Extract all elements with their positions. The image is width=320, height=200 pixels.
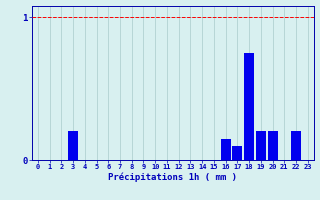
- Bar: [244, 53, 254, 160]
- Bar: [68, 131, 78, 160]
- Bar: [220, 139, 231, 160]
- X-axis label: Précipitations 1h ( mm ): Précipitations 1h ( mm ): [108, 173, 237, 182]
- Bar: [268, 131, 277, 160]
- Bar: [291, 131, 301, 160]
- Bar: [232, 146, 242, 160]
- Bar: [256, 131, 266, 160]
